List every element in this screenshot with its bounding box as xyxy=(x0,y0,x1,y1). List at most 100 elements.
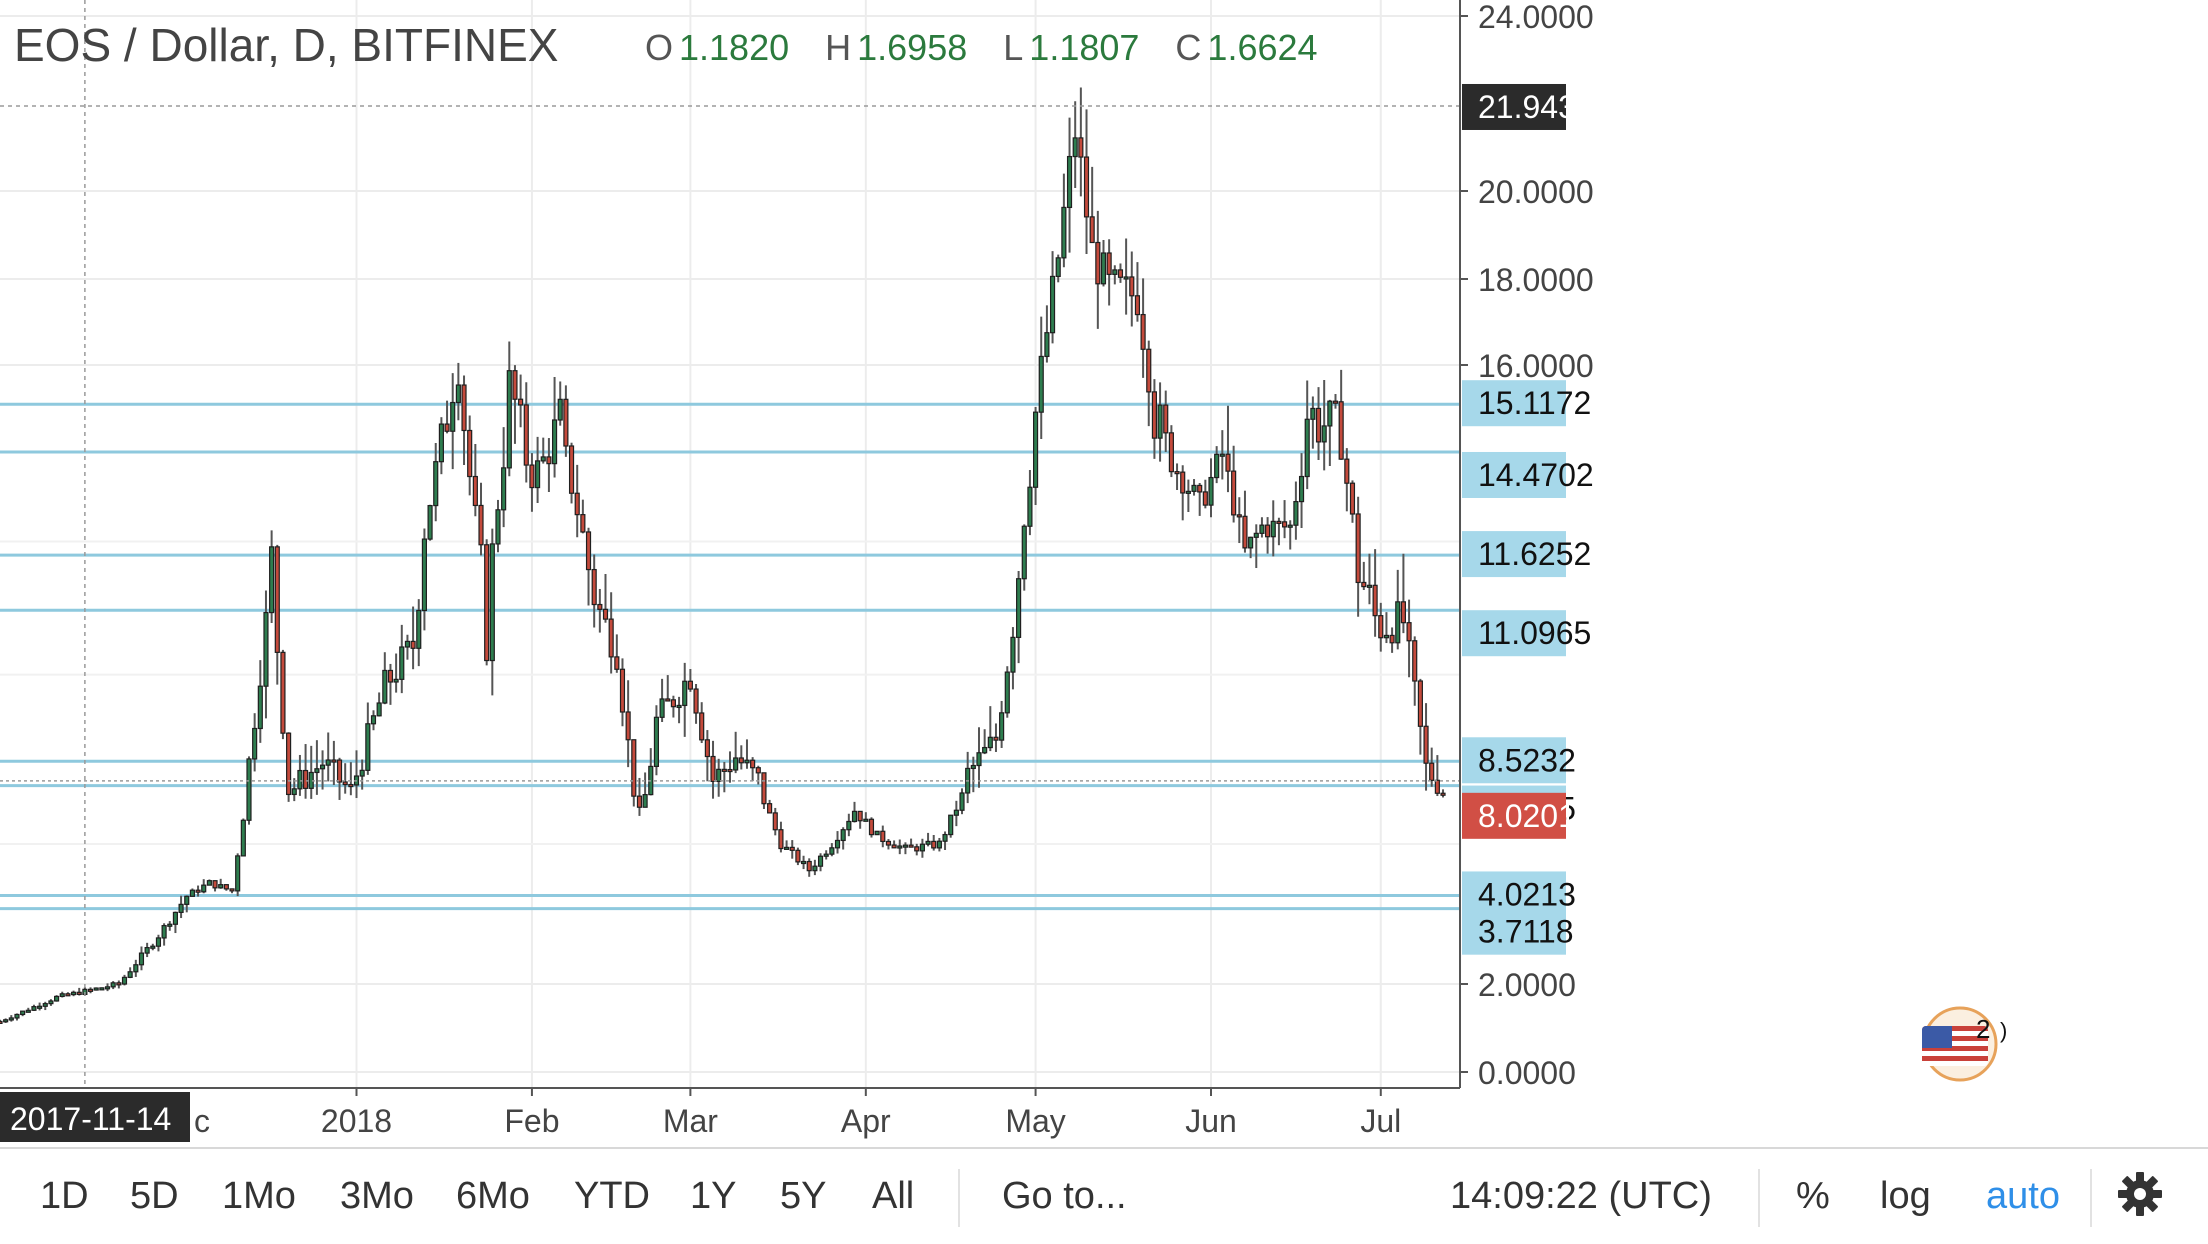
goto-button[interactable]: Go to... xyxy=(1002,1175,1127,1217)
candle xyxy=(1157,382,1163,462)
candle xyxy=(218,878,224,889)
candle-body xyxy=(1321,425,1327,443)
candle xyxy=(557,381,563,426)
candle-body xyxy=(1242,515,1248,549)
range-5y[interactable]: 5Y xyxy=(780,1175,827,1217)
range-1mo[interactable]: 1Mo xyxy=(222,1175,296,1217)
utc-clock[interactable]: 14:09:22 (UTC) xyxy=(1450,1175,1712,1217)
open-value: 1.1820 xyxy=(679,27,790,68)
candle-body xyxy=(297,769,303,790)
candle xyxy=(70,990,77,997)
candle-body xyxy=(427,504,433,540)
candle xyxy=(585,527,592,606)
candle-body xyxy=(1021,525,1027,580)
candle xyxy=(1412,636,1418,706)
candle xyxy=(48,999,54,1006)
candle-body xyxy=(161,925,167,939)
candle xyxy=(931,834,937,851)
candle-body xyxy=(1112,269,1118,275)
candle-body xyxy=(1185,490,1191,494)
candle xyxy=(472,444,478,517)
candle-body xyxy=(506,370,512,469)
candle xyxy=(987,706,993,752)
candle-body xyxy=(37,1005,43,1009)
candle-body xyxy=(1033,411,1039,488)
candle xyxy=(999,700,1005,748)
level-label: 4.0213 xyxy=(1478,876,1576,912)
candle-body xyxy=(1361,581,1367,588)
range-3mo[interactable]: 3Mo xyxy=(340,1175,414,1217)
candle xyxy=(433,443,439,522)
candle xyxy=(489,528,495,696)
candle-body xyxy=(1038,355,1044,413)
candle-body xyxy=(568,445,575,494)
candle-body xyxy=(1281,521,1288,528)
candle-body xyxy=(1372,584,1378,617)
gear-icon[interactable] xyxy=(2116,1170,2164,1218)
percent-toggle[interactable]: % xyxy=(1796,1175,1830,1217)
range-5d[interactable]: 5D xyxy=(130,1175,179,1217)
candle-body xyxy=(885,840,892,846)
candle-body xyxy=(48,1000,54,1005)
candle xyxy=(110,981,116,990)
candle xyxy=(619,658,626,727)
candle xyxy=(823,850,829,860)
candle-body xyxy=(1010,636,1016,673)
auto-toggle[interactable]: auto xyxy=(1986,1175,2060,1217)
candle xyxy=(1338,369,1344,460)
candle-body xyxy=(987,736,993,749)
candle-body xyxy=(1248,536,1254,549)
candle xyxy=(348,762,354,796)
candle xyxy=(716,758,722,797)
svg-text:): ) xyxy=(2000,1018,2007,1043)
candle xyxy=(1208,458,1214,518)
candle xyxy=(1293,481,1299,540)
candle xyxy=(65,992,71,997)
log-toggle[interactable]: log xyxy=(1880,1175,1931,1217)
candle-body xyxy=(834,839,841,849)
candle-body xyxy=(1219,453,1225,457)
candle xyxy=(444,400,450,434)
candle xyxy=(455,362,461,421)
candle-body xyxy=(1089,216,1095,244)
candle-body xyxy=(1061,206,1067,259)
range-all[interactable]: All xyxy=(872,1175,915,1217)
candle xyxy=(195,885,201,897)
price-chart[interactable]: 24.0000 20.0000 18.0000 16.0000 2.0000 0.0000… xyxy=(0,0,2208,1147)
candle xyxy=(495,499,501,553)
y-tick-label: 18.0000 xyxy=(1478,262,1594,298)
range-1d[interactable]: 1D xyxy=(40,1175,89,1217)
candle xyxy=(269,530,275,624)
candle-body xyxy=(1417,680,1423,727)
candle xyxy=(1180,465,1186,521)
candle xyxy=(1185,479,1191,513)
range-ytd[interactable]: YTD xyxy=(574,1175,650,1217)
x-tick-label: Jul xyxy=(1360,1103,1401,1139)
candle xyxy=(919,838,925,858)
candle-body xyxy=(563,398,569,447)
candle-body xyxy=(155,937,162,947)
candle xyxy=(1389,627,1395,653)
candle xyxy=(184,895,190,913)
y-tick-label: 16.0000 xyxy=(1478,348,1594,384)
candle xyxy=(189,888,195,897)
candle-body xyxy=(348,783,354,788)
candle xyxy=(274,544,280,685)
range-6mo[interactable]: 6Mo xyxy=(456,1175,530,1217)
candle xyxy=(851,801,858,823)
candle-body xyxy=(540,456,546,462)
candle xyxy=(580,499,586,534)
toolbar-divider xyxy=(2090,1169,2092,1227)
range-1y[interactable]: 1Y xyxy=(690,1175,737,1217)
candle xyxy=(484,539,490,666)
candle xyxy=(1253,524,1259,569)
candle xyxy=(908,838,914,848)
candle-body xyxy=(20,1010,26,1016)
candle xyxy=(744,739,750,769)
candle-body xyxy=(665,698,671,702)
last-price-label: 8.0201 xyxy=(1478,798,1576,834)
candle xyxy=(523,382,529,483)
candle xyxy=(246,756,252,825)
candle xyxy=(925,832,931,847)
candle-body xyxy=(70,991,77,996)
